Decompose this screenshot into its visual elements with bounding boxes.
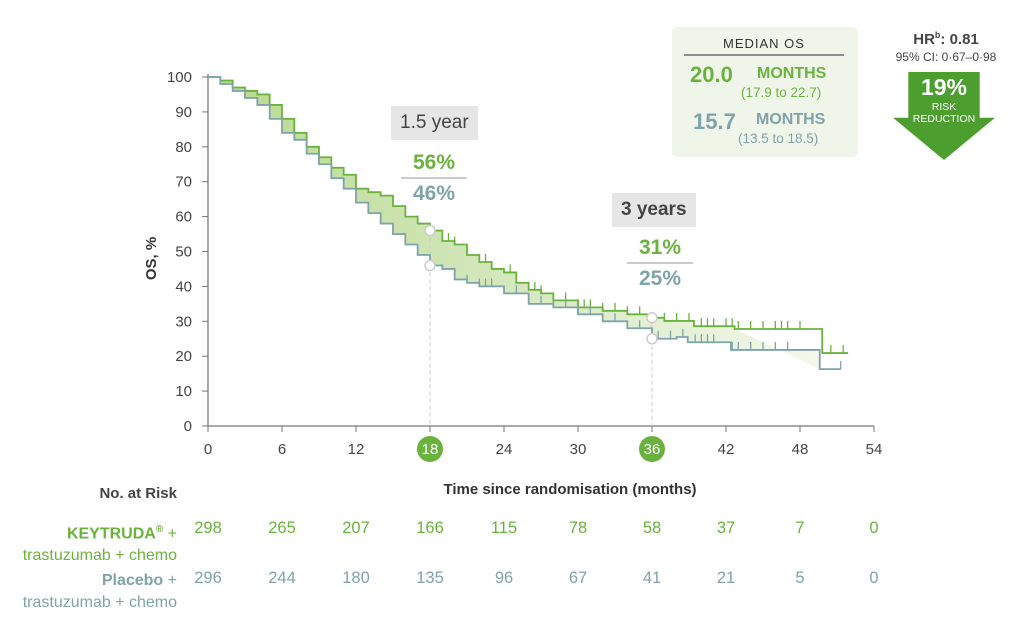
x-tick-label: 36 — [644, 441, 661, 458]
placebo-at-risk-value: 0 — [869, 569, 879, 587]
x-tick-label: 42 — [718, 441, 735, 458]
y-tick-label: 20 — [175, 348, 192, 365]
placebo-at-risk-value: 67 — [568, 569, 588, 587]
keytruda-at-risk-value: 0 — [869, 519, 879, 537]
keytruda-at-risk-value: 78 — [568, 519, 588, 537]
median-keytruda-ci: (17.9 to 22.7) — [741, 85, 822, 100]
risk-reduction-value: 19% — [920, 74, 968, 100]
y-tick-label: 100 — [167, 69, 192, 86]
y-axis-label: OS, % — [143, 236, 161, 281]
keytruda-label-bold: KEYTRUDA — [66, 525, 156, 543]
y-tick-label: 50 — [175, 244, 192, 261]
keytruda-at-risk-value: 37 — [716, 519, 736, 537]
placebo-label-line2: trastuzumab + chemo — [22, 594, 177, 611]
hr-sup: b — [934, 30, 941, 40]
placebo-at-risk-value: 180 — [342, 569, 370, 587]
keytruda-label-line2: trastuzumab + chemo — [22, 547, 177, 565]
hr-value: : 0.81 — [940, 31, 979, 48]
x-tick-label: 6 — [278, 441, 286, 458]
risk-label-placebo: Placebo + trastuzumab + chemo — [0, 570, 177, 614]
y-tick-label: 80 — [175, 139, 192, 156]
landmark-point — [424, 259, 436, 272]
keytruda-at-risk-value: 265 — [268, 519, 296, 537]
landmark-point — [646, 333, 658, 345]
keytruda-at-risk-value: 7 — [795, 519, 805, 537]
placebo-label-bold: Placebo — [101, 572, 164, 589]
risk-label-keytruda: KEYTRUDA® + trastuzumab + chemo — [0, 519, 177, 567]
keytruda-curve — [208, 76, 849, 354]
hr-label: HR — [913, 31, 935, 48]
median-os-title: MEDIAN OS — [684, 36, 844, 56]
median-os-box — [672, 27, 858, 157]
annotation-3-years: 3 years — [612, 193, 696, 227]
placebo-at-risk-value: 244 — [268, 569, 296, 587]
median-placebo-unit: MONTHS — [756, 111, 826, 128]
placebo-at-risk-value: 5 — [795, 569, 805, 587]
y-tick-label: 30 — [175, 313, 192, 330]
y-tick-label: 0 — [184, 418, 192, 435]
y-tick-label: 70 — [175, 174, 192, 191]
keytruda-label-rest: + — [163, 525, 177, 543]
placebo-label-rest: + — [163, 572, 177, 589]
annotation-18m-keytruda: 56% — [401, 151, 467, 179]
placebo-at-risk-value: 21 — [716, 569, 736, 587]
risk-reduction-line1: RISK — [931, 101, 957, 113]
y-tick-label: 60 — [175, 209, 192, 226]
risk-table-heading: No. at Risk — [99, 485, 177, 502]
placebo-at-risk-value: 296 — [194, 569, 222, 587]
keytruda-label-sup: ® — [155, 524, 164, 535]
y-tick-label: 10 — [175, 383, 192, 400]
annotation-36m-placebo: 25% — [638, 267, 682, 290]
x-tick-label: 12 — [348, 441, 365, 458]
y-tick-label: 40 — [175, 278, 192, 295]
x-tick-highlight — [639, 436, 665, 462]
keytruda-at-risk-value: 115 — [490, 519, 518, 537]
landmark-point — [646, 312, 658, 324]
annotation-36m-keytruda: 31% — [627, 236, 693, 264]
hazard-ratio: HRb: 0.81 95% CI: 0·67–0·98 — [880, 30, 1012, 64]
landmark-point — [424, 224, 436, 237]
y-tick-label: 90 — [175, 104, 192, 121]
x-axis-label: Time since randomisation (months) — [443, 481, 697, 498]
x-tick-label: 54 — [866, 441, 883, 458]
placebo-at-risk-value: 96 — [494, 569, 514, 587]
median-keytruda-value: 20.0 — [690, 62, 733, 87]
placebo-at-risk-value: 41 — [642, 569, 662, 587]
x-tick-label: 18 — [422, 441, 439, 458]
annotation-18m-placebo: 46% — [412, 182, 456, 205]
x-tick-label: 24 — [496, 441, 513, 458]
keytruda-at-risk-value: 58 — [642, 519, 662, 537]
keytruda-at-risk-value: 298 — [194, 519, 222, 537]
median-placebo-ci: (13.5 to 18.5) — [738, 131, 819, 146]
median-placebo-value: 15.7 — [693, 109, 736, 134]
hr-ci: 95% CI: 0·67–0·98 — [895, 50, 997, 64]
placebo-at-risk-value: 135 — [416, 569, 444, 587]
risk-reduction: 19% RISK REDUCTION — [893, 74, 995, 125]
keytruda-at-risk-value: 207 — [342, 519, 370, 537]
annotation-1-5-year: 1.5 year — [391, 106, 478, 140]
x-tick-highlight — [417, 436, 443, 462]
median-keytruda-unit: MONTHS — [757, 65, 827, 82]
x-tick-label: 30 — [570, 441, 587, 458]
keytruda-at-risk-value: 166 — [416, 519, 444, 537]
risk-reduction-line2: REDUCTION — [912, 113, 976, 125]
x-tick-label: 0 — [204, 441, 212, 458]
x-tick-label: 48 — [792, 441, 809, 458]
